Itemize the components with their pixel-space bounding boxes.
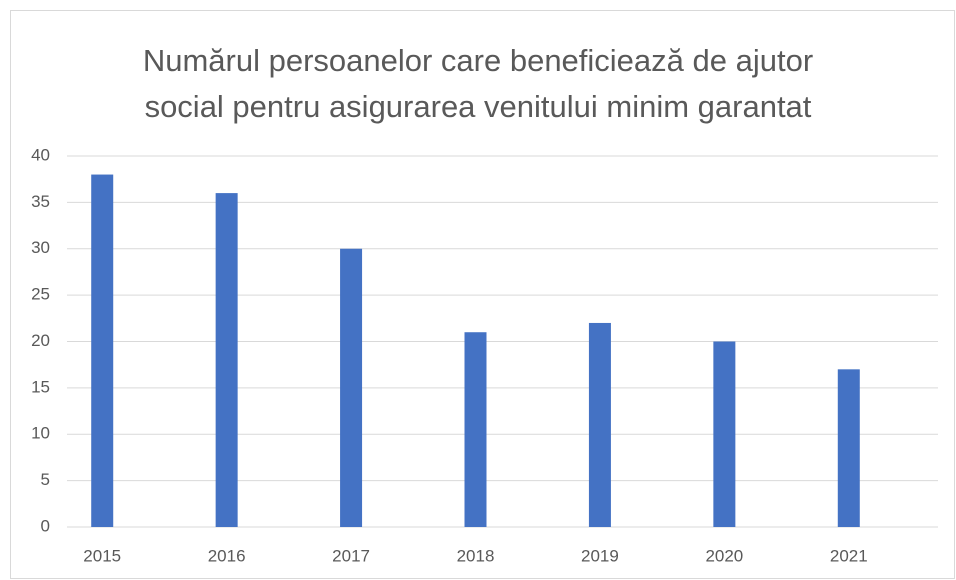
y-tick-label: 5 bbox=[41, 470, 50, 489]
x-tick-label: 2016 bbox=[208, 546, 246, 565]
y-tick-label: 40 bbox=[31, 145, 50, 164]
bar bbox=[837, 369, 860, 527]
y-tick-label: 30 bbox=[31, 238, 50, 257]
bar bbox=[588, 322, 611, 527]
x-tick-label: 2021 bbox=[830, 546, 868, 565]
x-tick-label: 2019 bbox=[581, 546, 619, 565]
y-tick-label: 35 bbox=[31, 192, 50, 211]
chart-title: Numărul persoanelor care beneficiează de… bbox=[142, 43, 814, 124]
bar bbox=[215, 193, 238, 527]
x-tick-label: 2015 bbox=[83, 546, 121, 565]
chart-border bbox=[10, 10, 955, 579]
y-tick-label: 0 bbox=[41, 516, 50, 535]
x-tick-label: 2020 bbox=[705, 546, 743, 565]
bar bbox=[91, 174, 114, 528]
y-tick-label: 15 bbox=[31, 377, 50, 396]
bar bbox=[340, 248, 363, 527]
x-tick-label: 2017 bbox=[332, 546, 370, 565]
x-tick-label: 2018 bbox=[457, 546, 495, 565]
y-tick-label: 10 bbox=[31, 424, 50, 443]
bar bbox=[464, 332, 487, 527]
y-tick-label: 20 bbox=[31, 331, 50, 350]
y-tick-label: 25 bbox=[31, 285, 50, 304]
bar bbox=[713, 341, 736, 527]
